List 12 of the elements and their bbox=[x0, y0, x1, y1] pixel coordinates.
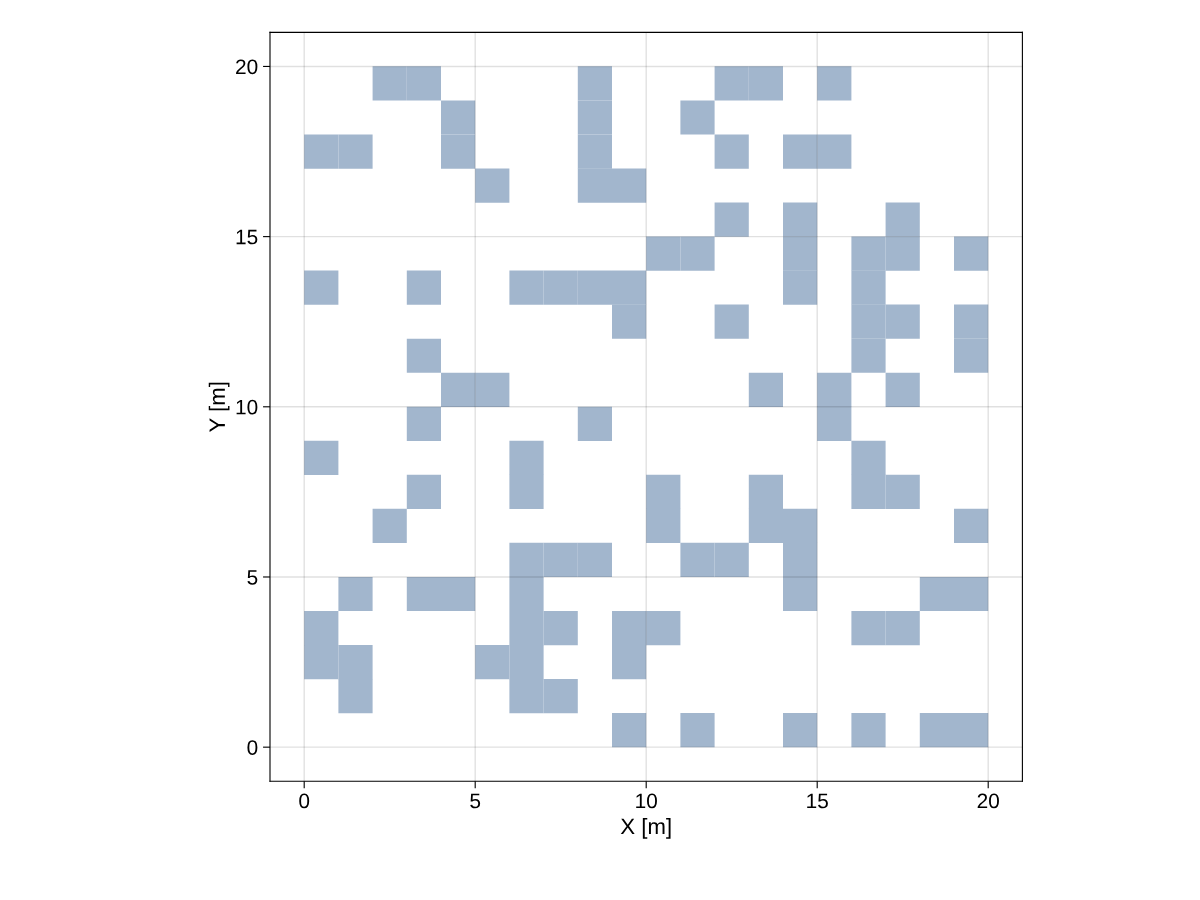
x-tick-label: 15 bbox=[807, 793, 828, 809]
y-tick-label: 20 bbox=[236, 59, 258, 75]
x-tick-label: 0 bbox=[299, 793, 310, 809]
x-tick-label: 20 bbox=[977, 793, 999, 809]
y-tick-label: 5 bbox=[247, 570, 258, 585]
x-tick-label: 10 bbox=[636, 793, 657, 809]
y-tick-label: 15 bbox=[236, 229, 258, 245]
x-tick-label: 5 bbox=[470, 793, 481, 809]
y-tick-label: 0 bbox=[247, 740, 258, 755]
y-axis-title: Y [m] bbox=[208, 382, 230, 433]
y-tick-label: 10 bbox=[236, 399, 258, 415]
x-axis-title: X [m] bbox=[620, 817, 671, 839]
